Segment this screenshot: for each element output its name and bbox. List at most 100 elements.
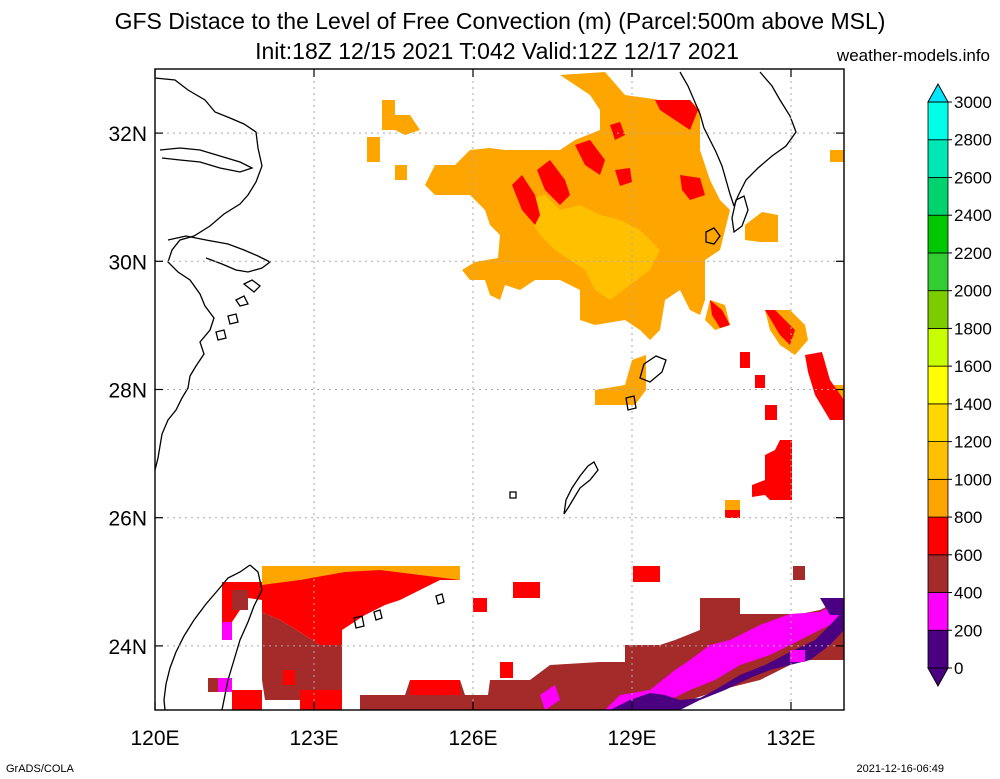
taiwan-coast bbox=[163, 564, 251, 711]
red-shaded-area bbox=[232, 690, 262, 710]
y-tick-label: 32N bbox=[108, 123, 147, 146]
orange-shaded-area bbox=[382, 100, 420, 135]
kyushu-west bbox=[679, 71, 735, 207]
red-shaded-area bbox=[725, 510, 740, 518]
footer-timestamp: 2021-12-16-06:49 bbox=[856, 763, 944, 775]
colorbar-label: 2600 bbox=[954, 168, 992, 187]
red-shaded-area bbox=[283, 670, 295, 685]
colorbar-segment bbox=[927, 478, 949, 518]
colorbar-segment bbox=[927, 592, 949, 631]
x-tick-label: 129E bbox=[607, 727, 656, 750]
colorbar-segment bbox=[927, 365, 949, 405]
brown-shaded-area bbox=[232, 590, 248, 610]
y-tick-label: 28N bbox=[108, 380, 147, 403]
y-tick-label: 26N bbox=[108, 508, 147, 531]
zhoushan-islands bbox=[215, 279, 261, 341]
magenta-shaded-area bbox=[540, 685, 560, 710]
colorbar-segment bbox=[927, 101, 949, 141]
colorbar-label: 1800 bbox=[954, 319, 992, 338]
coastlines bbox=[154, 71, 797, 711]
red-shaded-area bbox=[300, 690, 342, 710]
magenta-shaded-area bbox=[218, 678, 232, 692]
hangzhou-bay bbox=[167, 235, 272, 273]
amami-oshima bbox=[639, 355, 667, 383]
red-shaded-area bbox=[765, 310, 795, 345]
magenta-shaded-area bbox=[222, 622, 232, 640]
site-credit: weather-models.info bbox=[836, 46, 990, 65]
tanegashima bbox=[731, 195, 749, 234]
colorbar-segment bbox=[927, 554, 949, 593]
colorbar-segment bbox=[927, 214, 949, 254]
okinawa-island bbox=[563, 461, 599, 515]
red-shaded-area bbox=[410, 680, 460, 695]
colorbar-segment bbox=[927, 629, 949, 669]
red-shaded-area bbox=[222, 566, 460, 645]
axis-ticks: 120E 123E 126E 129E 132E 24N 26N 28N 30N 32N bbox=[108, 69, 844, 750]
brown-shaded-area bbox=[360, 598, 844, 710]
gridlines bbox=[155, 69, 844, 710]
colorbar-label: 1200 bbox=[954, 433, 992, 452]
yangtze-estuary bbox=[159, 147, 254, 173]
red-shaded-area bbox=[610, 122, 625, 140]
red-shaded-area bbox=[512, 175, 540, 225]
colorbar-label: 1600 bbox=[954, 357, 992, 376]
red-shaded-area bbox=[710, 300, 730, 328]
tokunoshima bbox=[625, 395, 637, 411]
colorbar-segment bbox=[927, 327, 949, 367]
red-shaded-area bbox=[805, 352, 844, 420]
red-shaded-area bbox=[537, 160, 570, 205]
red-shaded-area bbox=[473, 598, 487, 612]
red-shaded-area bbox=[575, 140, 605, 175]
colorbar-label: 800 bbox=[954, 508, 982, 527]
colorbar-label: 3000 bbox=[954, 93, 992, 112]
colorbar-label: 2800 bbox=[954, 131, 992, 150]
china-coast bbox=[154, 77, 263, 471]
red-shaded-area bbox=[755, 375, 765, 388]
colorbar-label: 2000 bbox=[954, 282, 992, 301]
kerama-islet bbox=[509, 491, 517, 499]
brown-shaded-area bbox=[262, 612, 342, 700]
orange-shaded-area bbox=[745, 212, 778, 242]
orange-shaded-area bbox=[395, 165, 407, 180]
colorbar-segment bbox=[927, 516, 949, 556]
colorbar-label: 1400 bbox=[954, 395, 992, 414]
colorbar-extend-low bbox=[927, 667, 949, 688]
red-shaded-area bbox=[500, 662, 513, 678]
colorbar: 0 200 400 600 800 1000 1200 1400 1600 1800 2000 220… bbox=[927, 82, 992, 688]
field-shading bbox=[208, 72, 844, 710]
koshiki-island bbox=[705, 227, 721, 245]
colorbar-segment bbox=[927, 252, 949, 292]
colorbar-label: 600 bbox=[954, 546, 982, 565]
colorbar-label: 0 bbox=[954, 659, 963, 678]
colorbar-label: 1000 bbox=[954, 470, 992, 489]
x-tick-label: 123E bbox=[289, 727, 338, 750]
x-tick-label: 120E bbox=[130, 727, 179, 750]
lightorange-shaded-area bbox=[520, 195, 660, 300]
orange-shaded-area bbox=[595, 355, 646, 405]
miyako-islet bbox=[373, 609, 383, 621]
red-shaded-area bbox=[765, 405, 777, 420]
red-shaded-area bbox=[633, 566, 660, 582]
red-shaded-area bbox=[655, 100, 698, 130]
colorbar-segment bbox=[927, 441, 949, 480]
chart-subtitle: Init:18Z 12/15 2021 T:042 Valid:12Z 12/1… bbox=[0, 38, 1000, 65]
y-tick-label: 24N bbox=[108, 636, 147, 659]
x-tick-label: 132E bbox=[766, 727, 815, 750]
colorbar-label: 200 bbox=[954, 621, 982, 640]
footer-software: GrADS/COLA bbox=[6, 763, 74, 775]
init-valid-text: Init:18Z 12/15 2021 T:042 Valid:12Z 12/1… bbox=[255, 38, 739, 64]
orange-shaded-area bbox=[262, 566, 460, 585]
purple-shaded-area bbox=[820, 598, 844, 615]
red-shaded-area bbox=[680, 175, 705, 200]
brown-shaded-area bbox=[793, 566, 805, 580]
colorbar-segment bbox=[927, 403, 949, 443]
kyushu-east bbox=[733, 71, 797, 207]
yaeyama-islet-1 bbox=[435, 593, 445, 605]
colorbar-label: 400 bbox=[954, 584, 982, 603]
colorbar-label: 2400 bbox=[954, 206, 992, 225]
chart-title: GFS Distace to the Level of Free Convect… bbox=[114, 8, 886, 34]
red-shaded-area bbox=[752, 440, 792, 500]
colorbar-segment bbox=[927, 290, 949, 329]
red-shaded-area bbox=[513, 582, 540, 598]
